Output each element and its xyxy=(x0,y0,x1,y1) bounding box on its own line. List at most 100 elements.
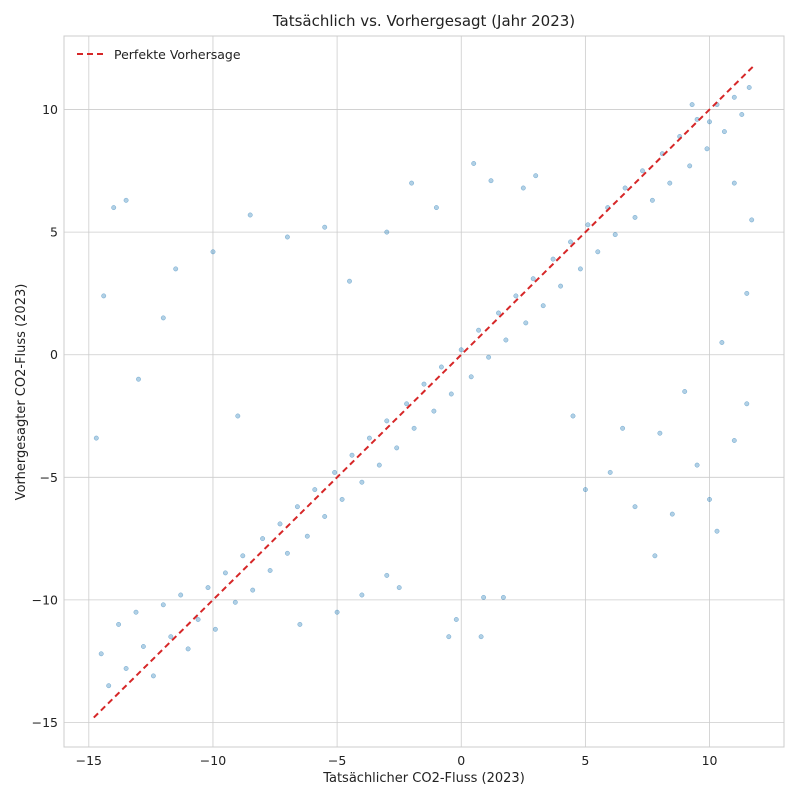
data-point xyxy=(101,293,107,299)
data-point xyxy=(689,102,695,108)
data-points xyxy=(93,85,755,689)
data-point xyxy=(488,178,494,184)
data-point xyxy=(448,391,454,397)
x-gridlines xyxy=(88,36,710,747)
data-point xyxy=(632,504,638,510)
data-point xyxy=(622,185,628,191)
data-point xyxy=(446,634,452,640)
data-point xyxy=(339,496,345,502)
data-point xyxy=(731,180,737,186)
data-point xyxy=(304,533,310,539)
y-tick-label: −10 xyxy=(32,592,58,607)
x-axis-label: Tatsächlicher CO2-Fluss (2023) xyxy=(322,771,525,786)
data-point xyxy=(150,673,156,679)
data-point xyxy=(168,634,174,640)
data-point xyxy=(98,651,104,657)
y-gridlines xyxy=(64,109,784,723)
data-point xyxy=(384,229,390,235)
data-point xyxy=(595,249,601,255)
data-point xyxy=(707,496,712,502)
x-tick-label: −15 xyxy=(76,753,102,768)
data-point xyxy=(384,572,390,578)
data-point xyxy=(111,205,117,211)
data-point xyxy=(612,232,618,238)
data-point xyxy=(500,594,506,600)
perfect-prediction-line xyxy=(93,64,755,719)
data-point xyxy=(714,528,720,534)
data-point xyxy=(607,469,613,475)
data-point xyxy=(284,550,290,556)
data-point xyxy=(205,585,211,591)
data-point xyxy=(247,212,253,218)
data-point xyxy=(632,214,638,220)
data-point xyxy=(640,168,645,174)
data-point xyxy=(332,469,338,475)
data-point xyxy=(173,266,179,272)
data-point xyxy=(570,413,576,419)
data-point xyxy=(540,303,546,309)
data-point xyxy=(558,283,564,289)
data-point xyxy=(359,479,365,485)
data-point xyxy=(438,364,444,370)
data-point xyxy=(322,224,328,230)
data-point xyxy=(649,197,655,203)
data-point xyxy=(359,592,365,598)
data-point xyxy=(550,256,556,262)
data-point xyxy=(116,621,122,627)
x-tick-label: 0 xyxy=(457,753,465,768)
data-point xyxy=(744,290,750,296)
data-point xyxy=(284,234,290,240)
y-tick-label: −5 xyxy=(40,470,58,485)
data-point xyxy=(486,354,492,360)
data-point xyxy=(123,197,129,203)
data-point xyxy=(523,320,529,326)
data-point xyxy=(669,511,675,517)
data-point xyxy=(240,553,246,559)
data-point xyxy=(652,553,658,559)
data-point xyxy=(140,644,146,649)
reference-line-group xyxy=(93,64,755,719)
data-point xyxy=(707,119,712,125)
data-point xyxy=(568,239,573,245)
data-point xyxy=(409,180,415,186)
data-point xyxy=(394,445,400,451)
data-point xyxy=(620,425,626,431)
data-point xyxy=(123,666,129,671)
data-point xyxy=(312,487,318,493)
data-point xyxy=(744,401,750,407)
data-point xyxy=(267,568,273,573)
data-point xyxy=(106,683,112,689)
data-point xyxy=(235,413,241,419)
data-point xyxy=(739,112,745,117)
data-point xyxy=(160,315,166,321)
data-point xyxy=(396,585,402,591)
data-point xyxy=(349,452,355,458)
data-point xyxy=(749,217,755,223)
data-point xyxy=(687,163,693,169)
data-point xyxy=(731,94,737,100)
data-point xyxy=(185,646,191,652)
data-point xyxy=(481,594,487,600)
data-point xyxy=(195,617,201,622)
data-point xyxy=(411,425,417,431)
data-point xyxy=(478,634,484,640)
data-point xyxy=(322,514,328,519)
y-axis-label: Vorhergesagter CO2-Fluss (2023) xyxy=(14,284,29,501)
data-point xyxy=(133,609,139,615)
data-point xyxy=(376,462,382,468)
data-point xyxy=(496,310,501,316)
data-point xyxy=(577,266,583,272)
data-point xyxy=(458,347,464,353)
x-tick-label: 5 xyxy=(581,753,589,768)
data-point xyxy=(582,487,588,493)
data-point xyxy=(260,536,266,542)
data-point xyxy=(731,438,737,443)
data-point xyxy=(657,430,663,436)
data-point xyxy=(433,205,439,211)
data-point xyxy=(520,185,526,191)
data-point xyxy=(178,592,184,598)
data-point xyxy=(250,587,256,593)
data-point xyxy=(136,376,141,382)
x-tick-labels: −15 −10 −5 0 5 10 xyxy=(76,753,718,768)
